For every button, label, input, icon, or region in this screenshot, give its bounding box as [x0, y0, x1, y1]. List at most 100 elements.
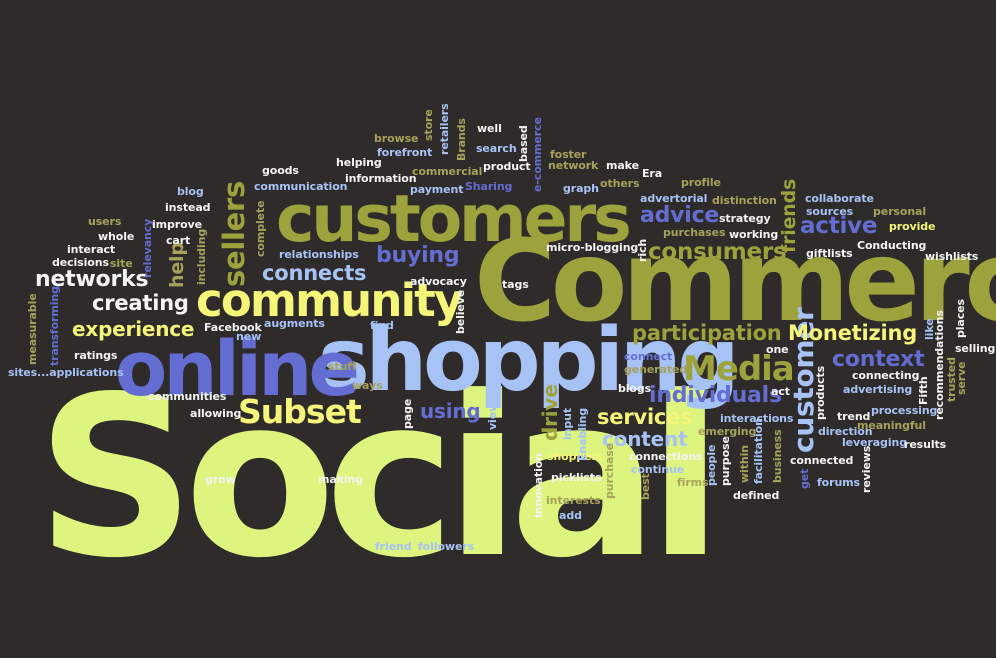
word-personal: personal	[873, 205, 927, 218]
word-connected: connected	[790, 454, 854, 467]
word-meaningful: meaningful	[857, 419, 926, 432]
word-connects: connects	[262, 261, 367, 285]
word-sharing: Sharing	[465, 180, 513, 193]
word-input: input	[561, 407, 574, 440]
word-services: services	[597, 405, 693, 429]
word-e-commerce: e-commerce	[531, 117, 544, 192]
word-processing: processing	[871, 404, 938, 417]
word-whole: whole	[98, 230, 135, 243]
word-ratings: ratings	[74, 349, 118, 362]
word-picklists: picklists	[551, 471, 602, 484]
word-subset: Subset	[238, 392, 362, 431]
word-using: using	[420, 399, 481, 423]
word-communication: communication	[254, 180, 348, 193]
word-working: working	[729, 228, 779, 241]
word-commerce: Commerce	[474, 217, 996, 347]
word-leveraging: leveraging	[842, 436, 907, 449]
word-relevancy: relevancy	[141, 218, 154, 278]
word-purpose: purpose	[719, 436, 732, 486]
word-networks: networks	[35, 267, 149, 292]
word-connections: connections	[629, 450, 703, 463]
word-firms: firms	[677, 476, 709, 489]
word-grow: grow	[205, 473, 236, 486]
word-payment: payment	[410, 183, 464, 196]
word-complete: complete	[254, 200, 267, 257]
word-sources: sources	[806, 205, 854, 218]
word-community: community	[196, 274, 463, 327]
word-generated: generated	[624, 363, 688, 376]
word-experience: experience	[72, 317, 195, 341]
word-new: new	[236, 330, 262, 343]
word-blogs: blogs	[618, 382, 652, 395]
word-believe: believe	[454, 289, 467, 334]
word-like: like	[923, 318, 936, 340]
word-context: context	[832, 347, 925, 372]
word-friend: friend	[375, 540, 412, 553]
word-rich: rich	[636, 238, 649, 262]
word-active: active	[800, 213, 878, 239]
word-distinction: distinction	[712, 194, 777, 207]
word-interactions: interactions	[720, 412, 794, 425]
word-browse: browse	[374, 132, 419, 145]
word-view: view	[486, 401, 499, 430]
word-improve: improve	[152, 218, 202, 231]
word-sites-applications: sites...applications	[8, 366, 124, 379]
word-decisions: decisions	[52, 256, 109, 269]
word-continue: continue	[631, 463, 685, 476]
word-customers: customers	[276, 182, 632, 257]
word-find: find	[370, 319, 394, 332]
word-serve: serve	[955, 361, 968, 395]
word-site: site	[110, 257, 133, 270]
word-connect: connect	[624, 350, 673, 363]
word-information: information	[345, 172, 417, 185]
word-facilitation: facilitation	[752, 418, 765, 484]
word-store: store	[422, 109, 435, 141]
word-graph: graph	[563, 182, 599, 195]
word-era: Era	[642, 167, 663, 180]
word-followers: followers	[418, 540, 475, 553]
word-shopping: shopping	[318, 309, 740, 411]
word-make: make	[606, 159, 639, 172]
word-making: making	[318, 473, 364, 486]
word-ways: ways	[352, 379, 383, 392]
word-augments: augments	[264, 317, 325, 330]
word-micro-blogging: micro-blogging	[546, 241, 639, 254]
word-forefront: forefront	[377, 146, 433, 159]
word-selling: selling	[955, 342, 996, 355]
word-buying: buying	[376, 243, 460, 268]
word-people: people	[705, 444, 718, 486]
word-drive: drive	[538, 384, 562, 441]
word-purchases: purchases	[663, 226, 726, 239]
word-interests: interests	[546, 494, 601, 507]
word-foster: foster	[550, 148, 587, 161]
word-direction: direction	[818, 425, 873, 438]
word-add: add	[559, 509, 582, 522]
word-social: Social	[36, 350, 723, 607]
word-commercial: commercial	[412, 165, 483, 178]
word-individuals: individuals	[649, 383, 782, 408]
word-measurable: measurable	[26, 293, 39, 365]
word-brands: Brands	[455, 118, 468, 161]
word-well: well	[477, 122, 502, 135]
word-wishlists: wishlists	[925, 250, 979, 263]
word-forums: forums	[817, 476, 860, 489]
word-product: product	[483, 160, 531, 173]
word-places: places	[954, 299, 967, 338]
word-retailers: retailers	[438, 103, 451, 155]
word-get: get	[798, 468, 811, 489]
word-one: one	[766, 343, 789, 356]
word-advocacy: advocacy	[410, 275, 467, 288]
word-emerging: emerging	[698, 425, 757, 438]
word-results: results	[904, 438, 947, 451]
word-within: within	[738, 445, 751, 483]
word-allowing: allowing	[190, 407, 242, 420]
word-monetizing: Monetizing	[788, 321, 918, 345]
word-media: Media	[683, 349, 795, 389]
word-provide: provide	[889, 220, 936, 233]
word-instead: instead	[165, 201, 211, 214]
word-innovation: innovation	[532, 453, 545, 518]
word-stuff: stuff	[328, 360, 357, 373]
word-consumers: consumers	[648, 239, 787, 265]
word-creating: creating	[92, 291, 189, 315]
word-strategy: strategy	[719, 212, 771, 225]
